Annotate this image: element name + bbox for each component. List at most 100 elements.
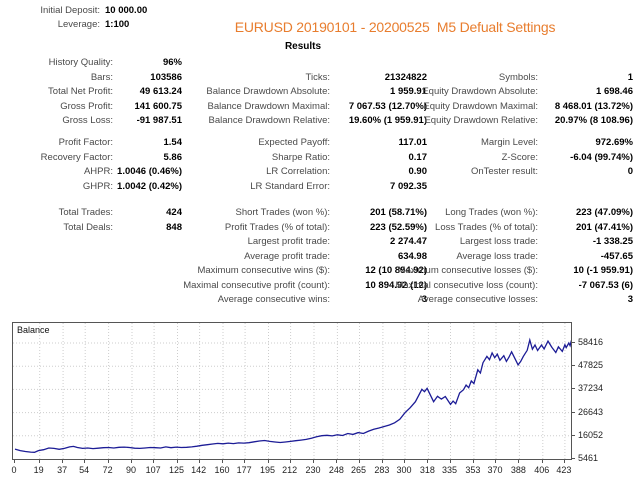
stat-label: Expected Payoff: [258, 137, 330, 148]
x-axis-label: 248 [328, 465, 344, 475]
x-axis-tick [84, 460, 86, 463]
stat-value: 1.0042 (0.42%) [117, 180, 182, 192]
stat-label: Profit Factor: [58, 137, 113, 148]
stat-value: 7 092.35 [390, 180, 427, 192]
x-axis-tick [289, 460, 291, 463]
x-axis-tick [358, 460, 360, 463]
stat-value: 1 [627, 71, 633, 83]
stat-label: Symbols: [498, 71, 538, 83]
stat-label: AHPR: [83, 166, 113, 177]
x-axis-label: 177 [236, 465, 252, 475]
stat-value: 1.54 [163, 137, 183, 148]
stat-label: Total Trades: [58, 207, 113, 218]
stat-label: Average loss trade: [456, 250, 538, 262]
initial-deposit-value: 10 000.00 [105, 5, 148, 16]
stat-label: History Quality: [48, 57, 113, 68]
y-axis-tick [571, 388, 575, 390]
x-axis-label: 54 [79, 465, 90, 475]
x-axis-label: 423 [556, 465, 572, 475]
stat-value: 972.69% [595, 137, 633, 148]
stat-label: Average consecutive losses: [417, 294, 538, 305]
stat-value: 1 959.91 [390, 86, 427, 97]
stat-value: 19.60% (1 959.91) [348, 115, 427, 126]
x-axis-tick [198, 460, 200, 463]
stat-value: 223 (47.09%) [575, 207, 633, 218]
y-axis-tick [571, 342, 575, 343]
x-axis-label: 406 [534, 465, 550, 475]
x-axis-tick [176, 460, 178, 463]
stat-label: Profit Trades (% of total): [224, 221, 330, 233]
stat-value: 2 274.47 [390, 236, 427, 247]
stat-label: Largest loss trade: [459, 236, 538, 247]
stat-label: Balance Drawdown Relative: [208, 115, 330, 126]
stat-label: Gross Loss: [62, 115, 113, 126]
x-axis-tick [449, 460, 451, 463]
x-axis-label: 335 [441, 465, 458, 475]
x-axis-label: 230 [305, 465, 321, 475]
stat-value: 0.17 [408, 151, 428, 163]
x-axis-tick [541, 460, 543, 463]
stat-label: Equity Drawdown Maximal: [423, 100, 538, 112]
stat-value: -7 067.53 (6) [578, 279, 633, 291]
stat-value: 103586 [150, 71, 182, 83]
stat-value: 201 (47.41%) [575, 221, 633, 233]
stat-label: Maximal consecutive profit (count): [183, 279, 330, 291]
chart-plot-area: Balance [12, 322, 573, 460]
x-axis-tick [267, 460, 269, 463]
x-axis-label: 212 [282, 465, 298, 475]
stat-value: 49 613.24 [139, 86, 182, 97]
stat-value: 20.97% (8 108.96) [554, 115, 633, 126]
stat-value: 21324822 [384, 71, 427, 83]
x-axis-label: 107 [145, 465, 161, 475]
y-axis-label: 5461 [578, 453, 599, 463]
x-axis-tick [38, 460, 40, 463]
y-axis-tick [571, 365, 575, 367]
x-axis-label: 125 [168, 465, 185, 475]
x-axis-tick [495, 460, 496, 463]
stat-label: Maximum consecutive wins ($): [197, 265, 330, 276]
stat-value: 5.86 [163, 151, 183, 163]
stat-label: Maximal consecutive loss (count): [395, 279, 538, 291]
stat-value: 848 [166, 221, 182, 233]
stat-value: 3 [627, 294, 633, 305]
stat-label: Loss Trades (% of total): [435, 221, 538, 233]
x-axis-tick [244, 460, 246, 463]
results-heading: Results [284, 41, 322, 52]
y-axis-tick [571, 411, 575, 413]
stat-label: Ticks: [305, 71, 330, 83]
stat-value: 117.01 [398, 137, 427, 148]
x-axis-label: 300 [396, 465, 412, 475]
stat-value: -6.04 (99.74%) [570, 151, 633, 163]
y-axis-tick [571, 434, 575, 436]
stat-label: Equity Drawdown Absolute: [422, 86, 538, 97]
x-axis-tick [518, 460, 520, 463]
stat-value: -91 987.51 [136, 115, 182, 126]
x-axis-label: 388 [510, 465, 526, 475]
x-axis-label: 142 [191, 465, 207, 475]
x-axis-label: 353 [465, 465, 481, 475]
x-axis-tick [222, 460, 223, 463]
x-axis-tick [153, 460, 155, 463]
x-axis-tick [404, 460, 405, 463]
stat-label: Total Net Profit: [48, 86, 113, 97]
stat-value: 0.90 [408, 166, 428, 177]
stat-label: Largest profit trade: [247, 236, 330, 247]
y-axis-label: 37234 [578, 383, 604, 394]
balance-line [14, 337, 573, 453]
y-axis-label: 16052 [578, 429, 604, 440]
x-axis-tick [336, 460, 338, 463]
stat-label: Balance Drawdown Absolute: [206, 86, 330, 97]
chart-canvas [13, 323, 573, 459]
x-axis-label: 195 [259, 465, 276, 475]
stat-value: 3 [421, 294, 427, 305]
stat-label: Total Deals: [63, 221, 113, 233]
x-axis-label: 160 [214, 465, 230, 475]
stat-value: 201 (58.71%) [369, 207, 427, 218]
stat-value: -457.65 [600, 250, 633, 262]
stat-label: Equity Drawdown Relative: [424, 115, 538, 126]
stat-value: 96% [162, 57, 182, 68]
leverage-value: 1:100 [105, 19, 130, 30]
stat-label: Balance Drawdown Maximal: [207, 100, 331, 112]
x-axis-tick [131, 460, 132, 463]
